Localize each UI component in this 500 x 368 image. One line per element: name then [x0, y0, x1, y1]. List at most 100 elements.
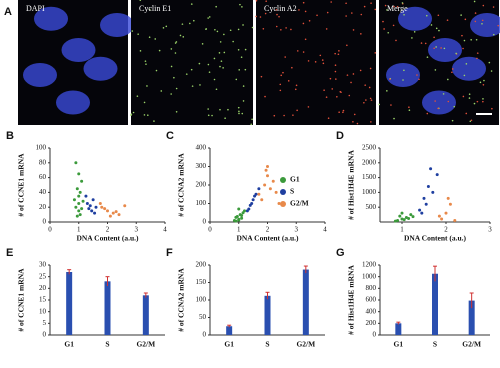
mrna-spot: [464, 18, 467, 21]
point: [123, 204, 127, 208]
point: [106, 209, 109, 213]
mrna-spot: [282, 71, 284, 74]
mrna-spot: [483, 79, 485, 82]
point: [253, 194, 257, 198]
mrna-spot: [139, 50, 142, 52]
mrna-spot: [240, 56, 243, 59]
panel-letter: D: [336, 130, 344, 142]
mrna-spot: [482, 83, 485, 86]
x-tick-label: 0: [48, 226, 52, 234]
bar: [395, 323, 402, 335]
mrna-spot: [213, 57, 216, 60]
mrna-spot: [302, 22, 305, 25]
image-label: DAPI: [26, 4, 45, 13]
nucleus: [386, 63, 420, 87]
y-tick-label: 100: [196, 199, 207, 207]
mrna-spot: [314, 61, 317, 63]
mrna-spot: [437, 14, 440, 17]
mrna-spot: [403, 69, 405, 72]
mrna-spot: [322, 62, 325, 65]
mrna-spot: [153, 120, 155, 122]
mrna-spot: [291, 66, 293, 69]
point: [111, 211, 115, 215]
mrna-spot: [393, 5, 395, 8]
mrna-spot: [146, 85, 148, 87]
mrna-spot: [131, 30, 134, 32]
mrna-spot: [434, 69, 437, 71]
mrna-spot: [201, 43, 204, 45]
mrna-spot: [175, 87, 178, 90]
mrna-spot: [434, 100, 436, 102]
mrna-spot: [470, 38, 472, 41]
mrna-spot: [216, 30, 219, 33]
legend-label: G1: [290, 175, 300, 184]
point: [114, 210, 118, 214]
mrna-spot: [438, 29, 440, 32]
mrna-spot: [481, 19, 484, 22]
y-tick-label: 15: [39, 296, 47, 304]
mrna-spot: [238, 112, 240, 115]
mrna-spot: [468, 93, 471, 96]
point: [426, 184, 430, 188]
point: [257, 187, 261, 191]
mrna-spot: [481, 22, 483, 25]
y-tick-label: 300: [196, 162, 207, 170]
bar: [432, 273, 438, 335]
x-axis-label: DNA Content (a.u.): [236, 234, 299, 243]
mrna-spot: [276, 13, 278, 16]
point: [243, 209, 246, 213]
nucleus: [34, 6, 68, 31]
mrna-spot: [352, 120, 354, 123]
mrna-spot: [345, 15, 347, 17]
mrna-spot: [378, 103, 380, 106]
y-tick-label: 20: [39, 203, 47, 211]
mrna-spot: [374, 8, 377, 11]
panel-letter: F: [166, 247, 173, 259]
point: [77, 172, 81, 176]
mrna-spot: [420, 42, 423, 44]
mrna-spot: [265, 0, 267, 2]
y-tick-label: 1000: [362, 188, 377, 196]
mrna-spot: [389, 78, 391, 81]
mrna-spot: [451, 71, 453, 74]
y-tick-label: 20: [39, 284, 47, 292]
x-tick-label: 1: [400, 226, 404, 234]
mrna-spot: [382, 20, 384, 23]
mrna-spot: [473, 0, 476, 3]
mrna-spot: [337, 53, 340, 56]
mrna-spot: [346, 44, 348, 47]
bar: [142, 295, 149, 335]
y-tick-label: 2000: [362, 158, 377, 166]
y-tick-label: 100: [196, 296, 207, 304]
mrna-spot: [470, 119, 473, 122]
mrna-spot: [229, 29, 232, 32]
panel-letter: G: [336, 247, 345, 259]
point: [100, 205, 104, 209]
y-tick-label: 0: [373, 331, 377, 339]
mrna-spot: [185, 73, 188, 75]
image-label: Merge: [387, 4, 408, 13]
x-tick-label: 2: [106, 226, 110, 234]
mrna-spot: [462, 95, 465, 98]
y-axis-label: # of CCNE1 mRNA: [17, 268, 26, 332]
point: [429, 167, 433, 171]
mrna-spot: [220, 60, 223, 62]
nucleus: [452, 56, 486, 81]
mrna-spot: [215, 5, 217, 8]
mrna-spot: [331, 88, 334, 90]
point: [420, 211, 424, 215]
mrna-spot: [396, 5, 399, 8]
mrna-spot: [148, 36, 151, 39]
y-tick-label: 2500: [362, 144, 377, 152]
mrna-spot: [170, 93, 172, 95]
mrna-spot: [280, 28, 282, 31]
point: [94, 205, 98, 209]
mrna-spot: [219, 41, 222, 43]
mrna-spot: [482, 4, 485, 7]
y-tick-label: 200: [196, 181, 207, 189]
mrna-spot: [237, 106, 240, 109]
y-tick-label: 40: [39, 188, 47, 196]
mrna-spot: [473, 102, 476, 105]
point: [264, 168, 268, 172]
mrna-spot: [369, 97, 372, 100]
